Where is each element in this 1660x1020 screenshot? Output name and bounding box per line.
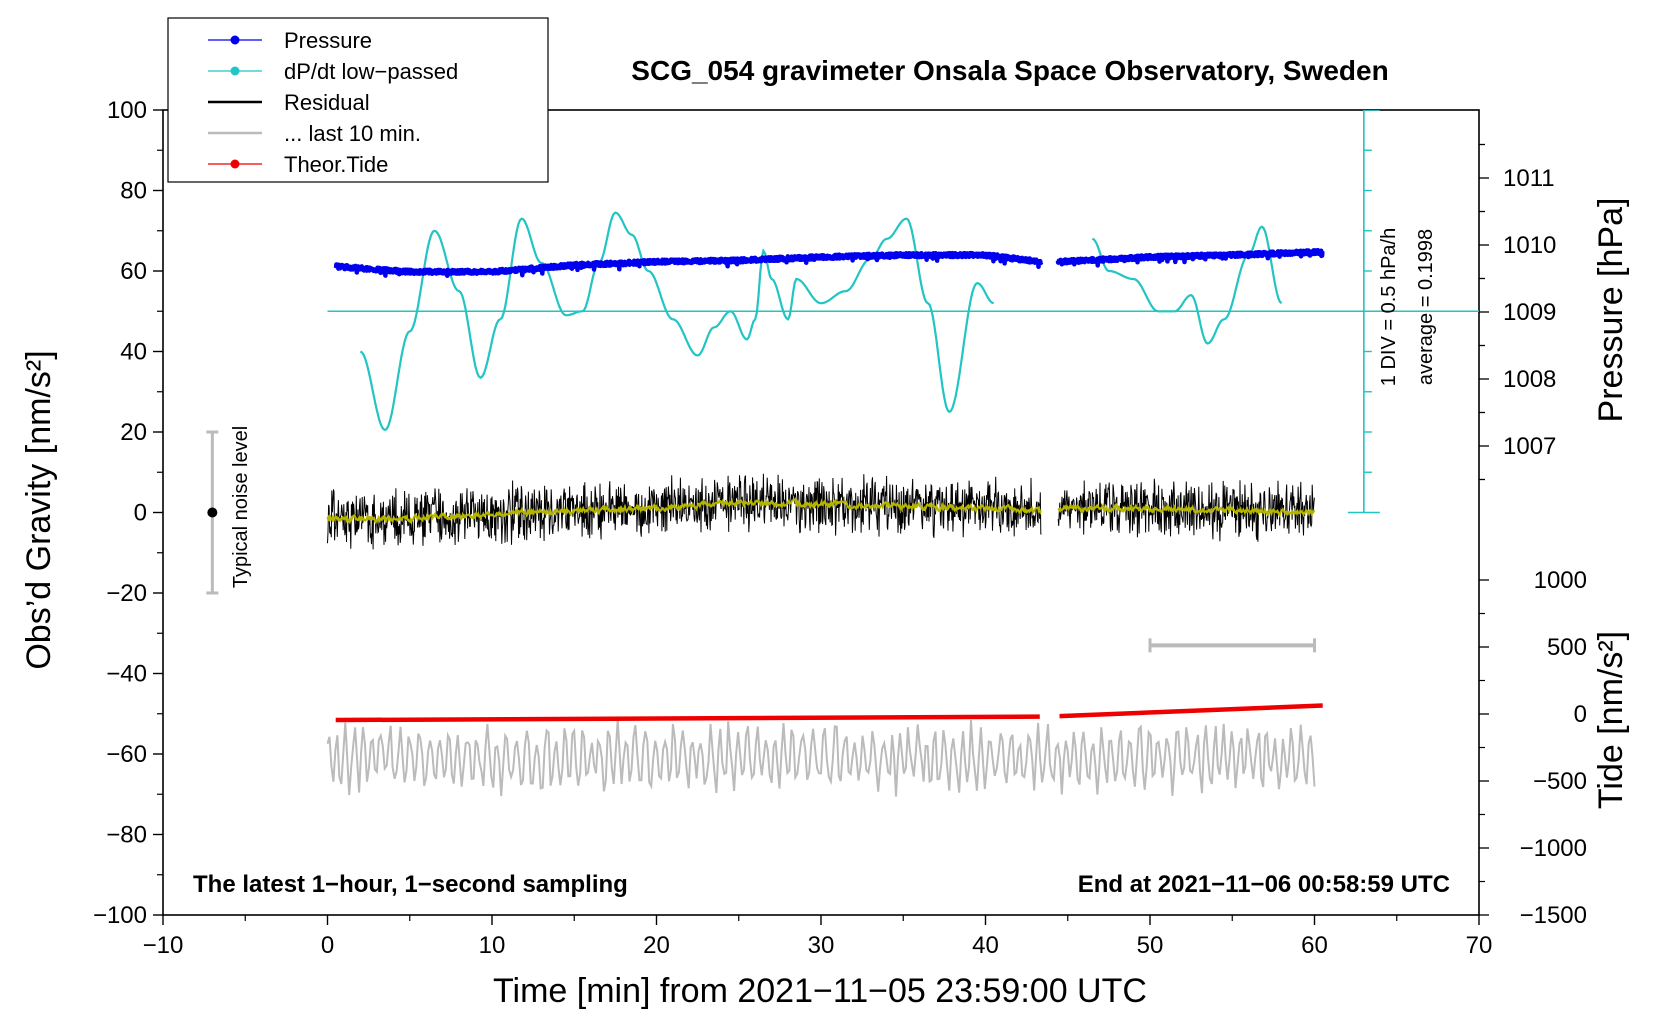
pressure-tick-label: 1007 [1503, 433, 1556, 460]
dpdt-line-segment-2 [1091, 225, 1283, 345]
x-tick-label: 60 [1301, 932, 1328, 959]
tide-tick-label: 1000 [1534, 567, 1587, 594]
legend-swatch-dot [230, 159, 240, 169]
average-label: average = 0.1998 [1415, 229, 1437, 385]
tide-axis: 1000 500 0 −500 −1000 −1500 [1479, 567, 1587, 929]
legend-box [167, 17, 549, 183]
series-pressure [333, 247, 1325, 279]
residual-smooth-line [1057, 502, 1316, 518]
pressure-line [333, 250, 1044, 279]
last-10-min-bar [1148, 638, 1316, 653]
tide-tick-label: −1500 [1520, 902, 1587, 929]
tide-line [335, 714, 1040, 723]
pressure-tick-label: 1011 [1503, 165, 1555, 192]
pressure-axis: 1011 1010 1009 1008 1007 [1479, 143, 1556, 481]
pressure-tick-label: 1008 [1503, 366, 1556, 393]
y-tick-label: 40 [120, 339, 147, 366]
pressure-tick-label: 1009 [1503, 299, 1556, 326]
residual-line [1057, 478, 1315, 542]
x-tick-label: 10 [479, 932, 506, 959]
y-tick-label: 100 [107, 97, 147, 124]
y-axis-left: 100 80 60 40 20 0 −20 −40 −60 −80 −100 [93, 97, 163, 929]
bottom-right-note: End at 2021−11−06 00:58:59 UTC [1078, 871, 1450, 898]
y-tick-label: −80 [106, 822, 147, 849]
legend: Pressure dP/dt low−passed Residual ... last… [167, 17, 549, 183]
y-tick-label: 20 [120, 419, 147, 446]
y-tick-label: −60 [106, 741, 147, 768]
series-theor-tide [335, 703, 1323, 723]
tide-line [1059, 703, 1323, 719]
tide-tick-label: 500 [1547, 634, 1587, 661]
noise-center-dot [207, 507, 218, 518]
x-axis-label: Time [min] from 2021−11−05 23:59:00 UTC [493, 972, 1147, 1010]
y-tick-label: −20 [106, 580, 147, 607]
series-last-10-min [326, 719, 1316, 797]
pressure-line [1055, 247, 1325, 268]
y-tick-label: −100 [93, 902, 147, 929]
y-tick-label: 0 [134, 500, 147, 527]
tide-tick-label: 0 [1574, 701, 1587, 728]
series-residual [326, 473, 1316, 550]
pressure-tick-label: 1010 [1503, 232, 1556, 259]
residual-smooth-line [326, 496, 1042, 525]
div-label: 1 DIV = 0.5 hPa/h [1378, 228, 1400, 386]
chart-title: SCG_054 gravimeter Onsala Space Observat… [631, 55, 1388, 86]
dpdt-div-scale [1347, 110, 1380, 514]
x-axis: −10 0 10 20 30 40 50 60 70 [143, 915, 1493, 959]
legend-label: dP/dt low−passed [284, 59, 458, 84]
legend-label: Residual [284, 90, 370, 115]
legend-swatch-dot [230, 35, 240, 45]
x-tick-label: 40 [972, 932, 999, 959]
residual-line [327, 473, 1042, 550]
legend-label: Pressure [284, 28, 372, 53]
legend-label: Theor.Tide [284, 152, 388, 177]
noise-label: Typical noise level [230, 426, 252, 588]
tide-tick-label: −500 [1533, 768, 1587, 795]
x-tick-label: 20 [643, 932, 670, 959]
x-tick-label: 0 [321, 932, 334, 959]
x-tick-label: 50 [1137, 932, 1164, 959]
x-tick-label: −10 [143, 932, 184, 959]
y-axis-label-left: Obs’d Gravity [nm/s²] [20, 350, 58, 669]
x-tick-label: 70 [1466, 932, 1493, 959]
y-axis-label-pressure: Pressure [hPa] [1592, 198, 1630, 423]
tide-tick-label: −1000 [1520, 835, 1587, 862]
legend-label: ... last 10 min. [284, 121, 421, 146]
last-10-min-line [326, 719, 1316, 797]
series-dpdt-low-passed [359, 211, 1283, 432]
y-tick-label: 60 [120, 258, 147, 285]
legend-swatch-dot [230, 66, 240, 76]
x-tick-label: 30 [808, 932, 835, 959]
bottom-left-note: The latest 1−hour, 1−second sampling [193, 871, 628, 898]
y-tick-label: 80 [120, 178, 147, 205]
dpdt-line-segment-1 [359, 211, 995, 432]
y-tick-label: −40 [106, 661, 147, 688]
typical-noise-bar [206, 430, 219, 595]
y-axis-label-tide: Tide [nm/s²] [1592, 631, 1630, 809]
